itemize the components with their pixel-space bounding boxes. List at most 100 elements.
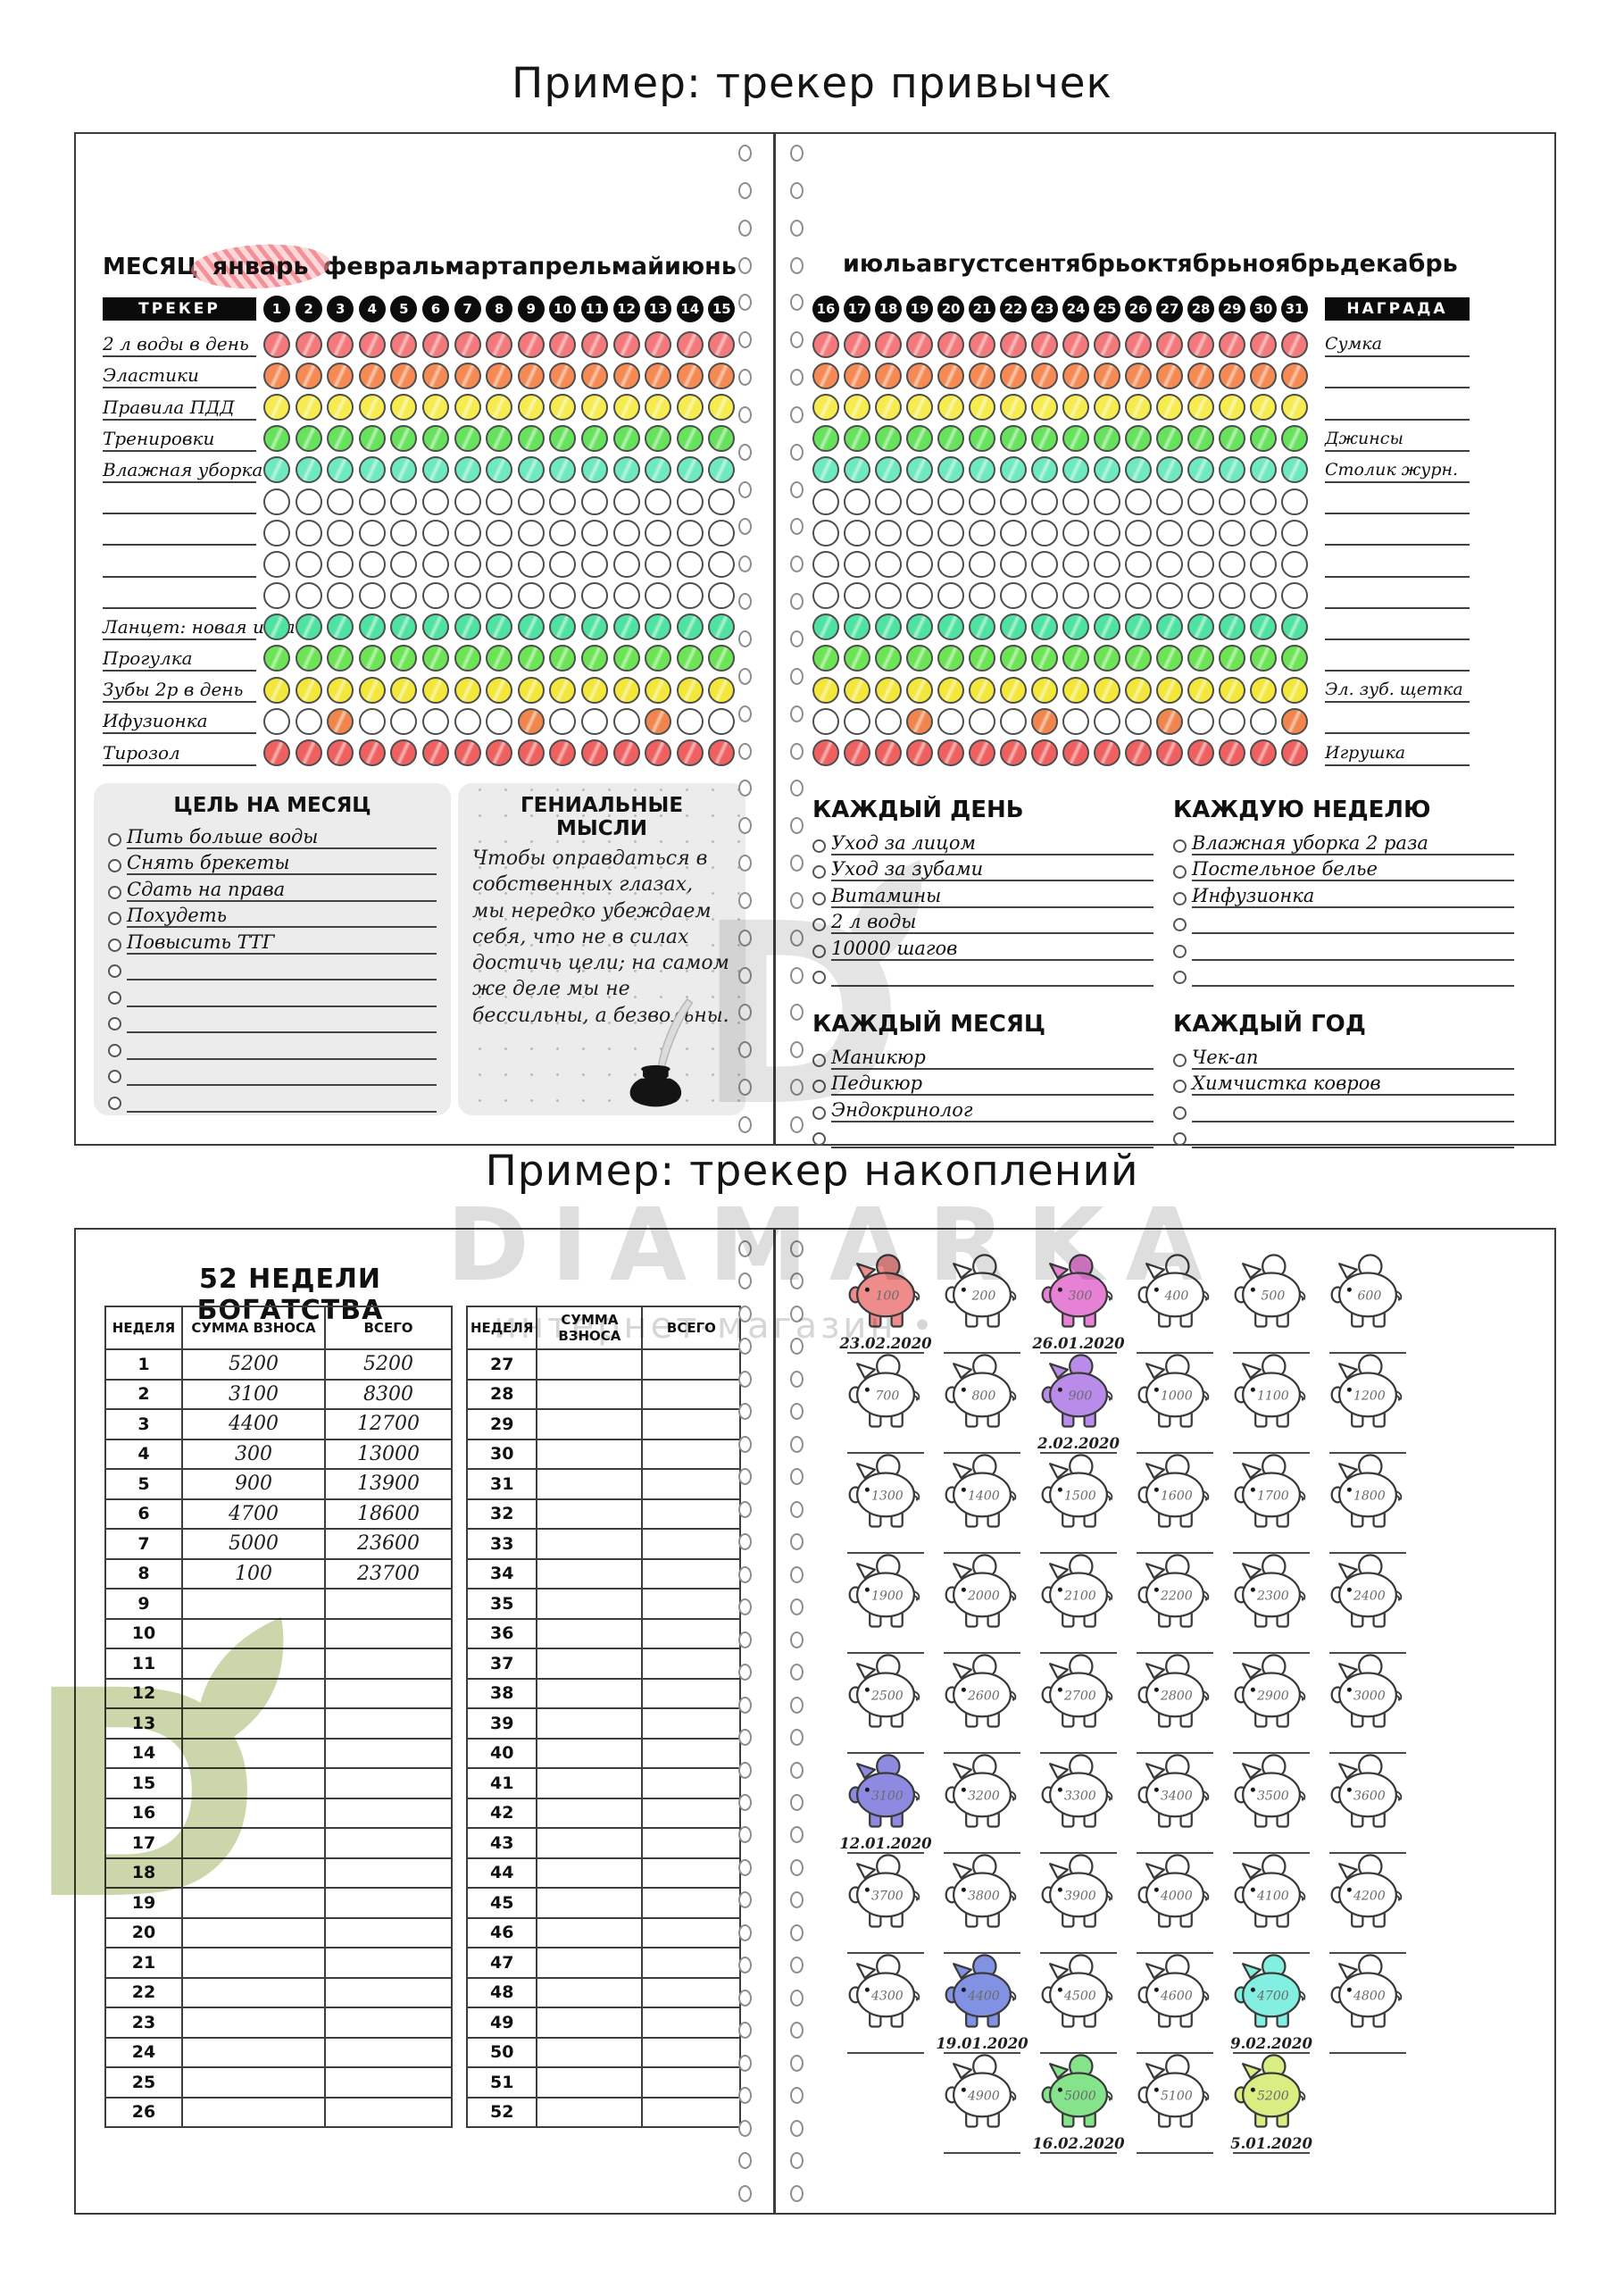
habit-day-circle <box>937 519 964 547</box>
week-number: 12 <box>104 1677 183 1709</box>
total-amount: 8300 <box>324 1378 453 1410</box>
piggy-bank-icon: 4900 <box>945 2054 1017 2128</box>
binding-hole <box>738 555 752 573</box>
week-row: 13 <box>104 1707 453 1740</box>
total-amount <box>324 1916 453 1948</box>
habit-day-circle <box>1250 393 1277 421</box>
habit-day-circle <box>1250 456 1277 484</box>
habit-day-circle <box>1156 707 1183 735</box>
day-number: 27 <box>1156 296 1183 322</box>
tracker-row-circles <box>263 362 736 389</box>
habit-day-circle <box>612 739 640 767</box>
month-апрель: апрель <box>512 253 612 280</box>
habit-day-circle <box>875 425 902 453</box>
week-row: 51 <box>465 2066 742 2099</box>
habit-day-circle <box>295 645 322 672</box>
habit-day-circle <box>580 613 608 641</box>
habit-day-circle <box>390 676 418 704</box>
habit-day-circle <box>1219 425 1245 453</box>
habit-day-circle <box>517 707 545 735</box>
week-number: 48 <box>465 1976 538 2008</box>
binding-hole <box>790 1240 804 1257</box>
piggy-bank-icon: 1800 <box>1330 1454 1403 1528</box>
checkbox-circle-icon <box>812 891 826 905</box>
checkbox-circle-icon <box>812 1080 826 1093</box>
habit-day-circle <box>263 707 290 735</box>
checklist-item <box>812 1122 1153 1148</box>
checkbox-circle-icon <box>812 839 826 853</box>
fill-date: 5.01.2020 <box>1230 2135 1312 2152</box>
pig-date-line <box>1233 1533 1310 1554</box>
total-amount <box>324 1767 453 1799</box>
checklist-item <box>108 980 437 1007</box>
binding-hole <box>738 1435 752 1453</box>
pig-date-line <box>1329 1633 1406 1654</box>
svg-text:600: 600 <box>1357 1289 1381 1304</box>
habit-day-circle <box>708 488 736 515</box>
habit-day-circle <box>708 550 736 578</box>
habit-day-circle <box>358 519 386 547</box>
binding-hole <box>738 369 752 387</box>
piggy-bank-icon: 4100 <box>1234 1854 1306 1928</box>
piggy-bank: 300 26.01.2020 <box>1030 1253 1127 1354</box>
habit-day-circle <box>676 645 704 672</box>
habit-day-circle <box>1281 456 1308 484</box>
total-amount <box>641 1857 742 1889</box>
svg-text:3300: 3300 <box>1064 1790 1096 1804</box>
habit-day-circle <box>1281 488 1308 515</box>
deposit-amount <box>536 1528 644 1560</box>
week-row: 6 4700 18600 <box>104 1498 453 1530</box>
deposit-amount <box>536 1827 644 1859</box>
habit-day-circle <box>906 739 933 767</box>
thoughts-box-title: ГЕНИАЛЬНЫЕ МЫСЛИ <box>520 794 684 840</box>
checklist-item <box>1173 961 1514 987</box>
checklist-item <box>108 1060 437 1086</box>
goal-box-title: ЦЕЛЬ НА МЕСЯЦ <box>173 794 371 817</box>
piggy-bank: 4000 <box>1127 1853 1223 1954</box>
habit-day-circle <box>454 393 481 421</box>
week-row: 28 <box>465 1378 742 1410</box>
binding-hole <box>790 855 804 872</box>
tracker-row <box>76 486 773 517</box>
week-row: 47 <box>465 1947 742 1979</box>
habit-day-circle <box>421 519 449 547</box>
section-title: КАЖДЫЙ ГОД <box>1173 1011 1366 1038</box>
week-number: 38 <box>465 1677 538 1709</box>
total-amount <box>324 1827 453 1859</box>
piggy-bank-icon: 3800 <box>945 1854 1017 1928</box>
habit-day-circle <box>708 425 736 453</box>
total-amount <box>324 2007 453 2039</box>
habit-day-circle <box>708 393 736 421</box>
piggy-bank-icon: 4400 <box>945 1954 1017 2028</box>
piggy-bank: 3800 <box>934 1853 1030 1954</box>
week-number: 32 <box>465 1498 538 1530</box>
piggy-bank: 3900 <box>1030 1853 1127 1954</box>
week-number: 6 <box>104 1498 183 1530</box>
habit-day-circle <box>906 550 933 578</box>
habit-day-circle <box>1187 739 1214 767</box>
month-label: МЕСЯЦ <box>103 253 198 280</box>
week-row: 44 <box>465 1857 742 1889</box>
week-row: 26 <box>104 2096 453 2128</box>
habit-day-circle <box>875 330 902 358</box>
svg-text:3200: 3200 <box>968 1790 1000 1804</box>
week-row: 20 <box>104 1916 453 1948</box>
piggy-bank: 2700 <box>1030 1653 1127 1754</box>
habit-day-circle <box>263 425 290 453</box>
piggy-bank-grid: 100 23.02.2020 200 300 26.01.2020 400 <box>779 1230 1554 2213</box>
habit-day-circle <box>580 488 608 515</box>
piggy-bank: 4800 <box>1320 1953 1416 2054</box>
thoughts-box: ГЕНИАЛЬНЫЕ МЫСЛИ Чтобы оправдаться в соб… <box>458 783 745 1115</box>
habit-day-circle <box>1187 330 1214 358</box>
pig-date-line: 5.01.2020 <box>1230 2133 1312 2154</box>
reward-label <box>1325 732 1470 735</box>
habit-day-circle <box>1219 393 1245 421</box>
habit-day-circle <box>1000 582 1027 610</box>
habit-day-circle <box>969 425 995 453</box>
habit-day-circle <box>390 456 418 484</box>
binding-hole <box>790 1989 804 2007</box>
binding-hole-column <box>738 1240 752 2202</box>
habit-day-circle <box>1156 582 1183 610</box>
habit-day-circle <box>486 456 513 484</box>
deposit-amount <box>536 1588 644 1620</box>
